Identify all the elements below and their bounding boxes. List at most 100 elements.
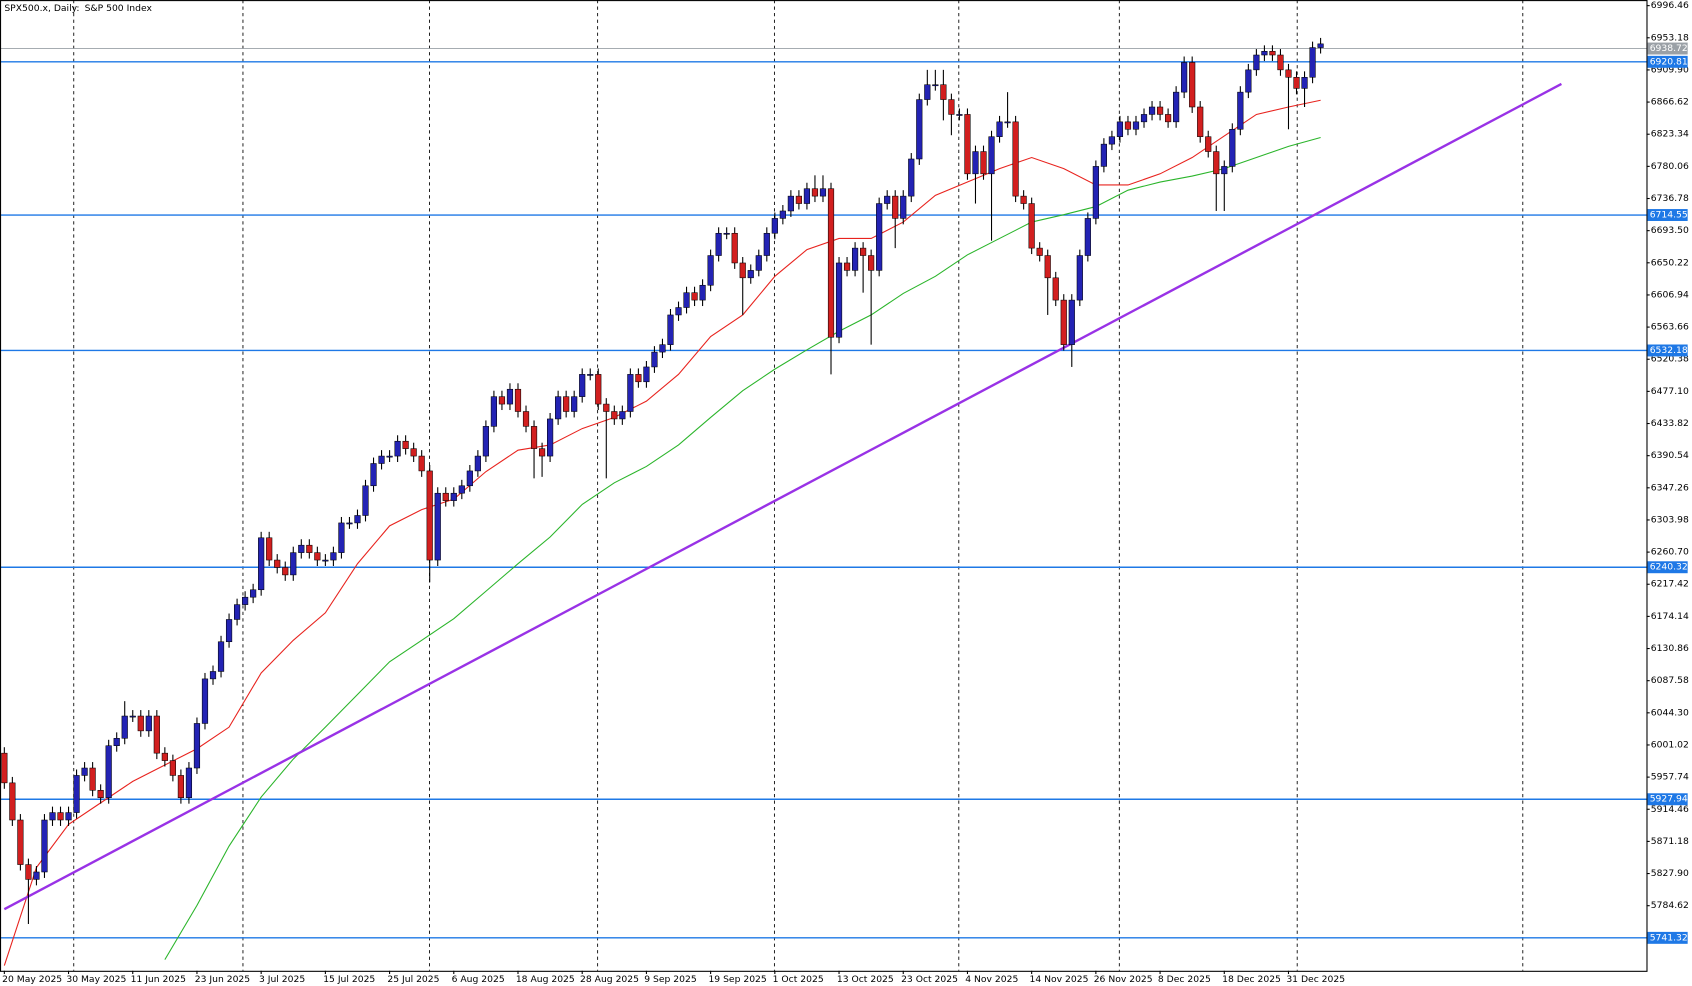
- candle-body: [884, 195, 891, 204]
- x-tick-label: 19 Sep 2025: [708, 974, 766, 985]
- candle-body: [41, 819, 48, 873]
- candle-body: [89, 767, 96, 791]
- candle-body: [715, 232, 722, 256]
- candle-body: [763, 232, 770, 256]
- candle-body: [940, 84, 947, 100]
- candle-body: [1132, 121, 1140, 130]
- candle-body: [482, 426, 489, 457]
- y-tick-label: 6347.26: [1651, 482, 1689, 493]
- candle-body: [410, 448, 417, 457]
- candle-body: [1301, 77, 1308, 89]
- candle-body: [1060, 299, 1067, 345]
- candle-body: [1004, 121, 1011, 124]
- y-tick-label: 6001.02: [1651, 739, 1689, 750]
- level-label: 5927.94: [1647, 793, 1688, 806]
- candle-body: [354, 515, 361, 524]
- candle-body: [498, 396, 506, 405]
- candle-body: [81, 767, 88, 776]
- y-tick-label: 6087.58: [1651, 675, 1689, 686]
- candle-body: [1221, 166, 1228, 175]
- candle-body: [667, 314, 674, 345]
- candle-body: [1277, 54, 1284, 71]
- candle-body: [402, 440, 409, 449]
- candle-body: [851, 247, 859, 271]
- candle-body: [105, 745, 112, 798]
- candle-body: [771, 218, 778, 234]
- candle-body: [892, 195, 899, 219]
- candle-body: [988, 136, 995, 175]
- candle-body: [739, 262, 746, 279]
- candle-body: [1173, 91, 1180, 123]
- candle-body: [1253, 54, 1260, 71]
- candle-body: [233, 604, 241, 620]
- candle-body: [547, 418, 554, 457]
- candle-body: [274, 559, 281, 568]
- level-label-box: [1647, 793, 1688, 806]
- candle-body: [490, 396, 498, 427]
- candle-body: [876, 203, 883, 271]
- candle-body: [972, 151, 979, 175]
- candle-body: [651, 351, 658, 368]
- candle-body: [683, 292, 690, 308]
- y-tick-label: 5784.62: [1651, 900, 1689, 911]
- candle-body: [787, 195, 794, 212]
- candle-body: [330, 552, 337, 561]
- candle-body: [9, 782, 16, 821]
- series-line: [3, 82, 1562, 911]
- candle-body: [1309, 47, 1316, 78]
- x-tick-label: 15 Jul 2025: [323, 974, 375, 985]
- y-tick-label: 5914.46: [1651, 804, 1689, 815]
- candle-body: [113, 738, 120, 747]
- y-tick-label: 6909.90: [1651, 64, 1689, 75]
- level-label: 6240.32: [1647, 561, 1688, 574]
- level-label-box: [1647, 344, 1688, 357]
- x-tick-label: 31 Dec 2025: [1286, 974, 1345, 985]
- candle-body: [1068, 299, 1075, 345]
- y-tick-label: 6303.98: [1651, 514, 1689, 525]
- level-label: 5741.32: [1647, 931, 1688, 944]
- candle-body: [1181, 62, 1188, 93]
- candle-body: [250, 589, 257, 598]
- candle-body: [948, 99, 955, 115]
- y-tick-label: 6736.78: [1651, 193, 1689, 204]
- candle-body: [1197, 106, 1204, 137]
- y-tick-label: 6260.70: [1651, 547, 1689, 558]
- level-label-text: 6920.81: [1650, 56, 1688, 67]
- level-label-box: [1647, 55, 1688, 68]
- candle-body: [811, 188, 819, 197]
- series-line: [3, 99, 1321, 966]
- candle-body: [153, 715, 160, 754]
- candle-body: [386, 455, 393, 458]
- candle-body: [378, 455, 385, 464]
- candle-body: [1317, 43, 1324, 48]
- candle-body: [1076, 255, 1083, 301]
- y-tick-label: 6520.38: [1651, 354, 1689, 365]
- candle-body: [643, 366, 650, 383]
- candle-body: [619, 411, 626, 420]
- candle-body: [209, 671, 217, 680]
- y-tick-label: 6174.14: [1651, 611, 1689, 622]
- candle-body: [795, 195, 802, 204]
- y-tick-label: 6130.86: [1651, 643, 1689, 654]
- candle-body: [65, 812, 72, 821]
- x-tick-label: 25 Jul 2025: [387, 974, 439, 985]
- candle-body: [1140, 114, 1148, 123]
- candle-body: [129, 715, 136, 718]
- candle-body: [555, 396, 562, 420]
- x-tick-label: 28 Aug 2025: [580, 974, 639, 985]
- y-tick-label: 6606.94: [1651, 289, 1689, 300]
- candle-body: [1, 752, 8, 784]
- candle-body: [538, 448, 546, 457]
- x-tick-label: 23 Oct 2025: [901, 974, 958, 985]
- current-price-label: 6938.72: [1647, 42, 1688, 55]
- candle-body: [1229, 129, 1236, 167]
- y-tick-label: 6996.46: [1651, 0, 1689, 11]
- candle-body: [579, 374, 586, 397]
- candle-body: [1261, 51, 1268, 56]
- level-label: 6532.18: [1647, 344, 1688, 357]
- x-tick-label: 18 Dec 2025: [1222, 974, 1281, 985]
- candle-body: [49, 812, 56, 821]
- candle-body: [338, 522, 345, 553]
- candle-body: [587, 374, 594, 376]
- candle-body: [1124, 121, 1132, 130]
